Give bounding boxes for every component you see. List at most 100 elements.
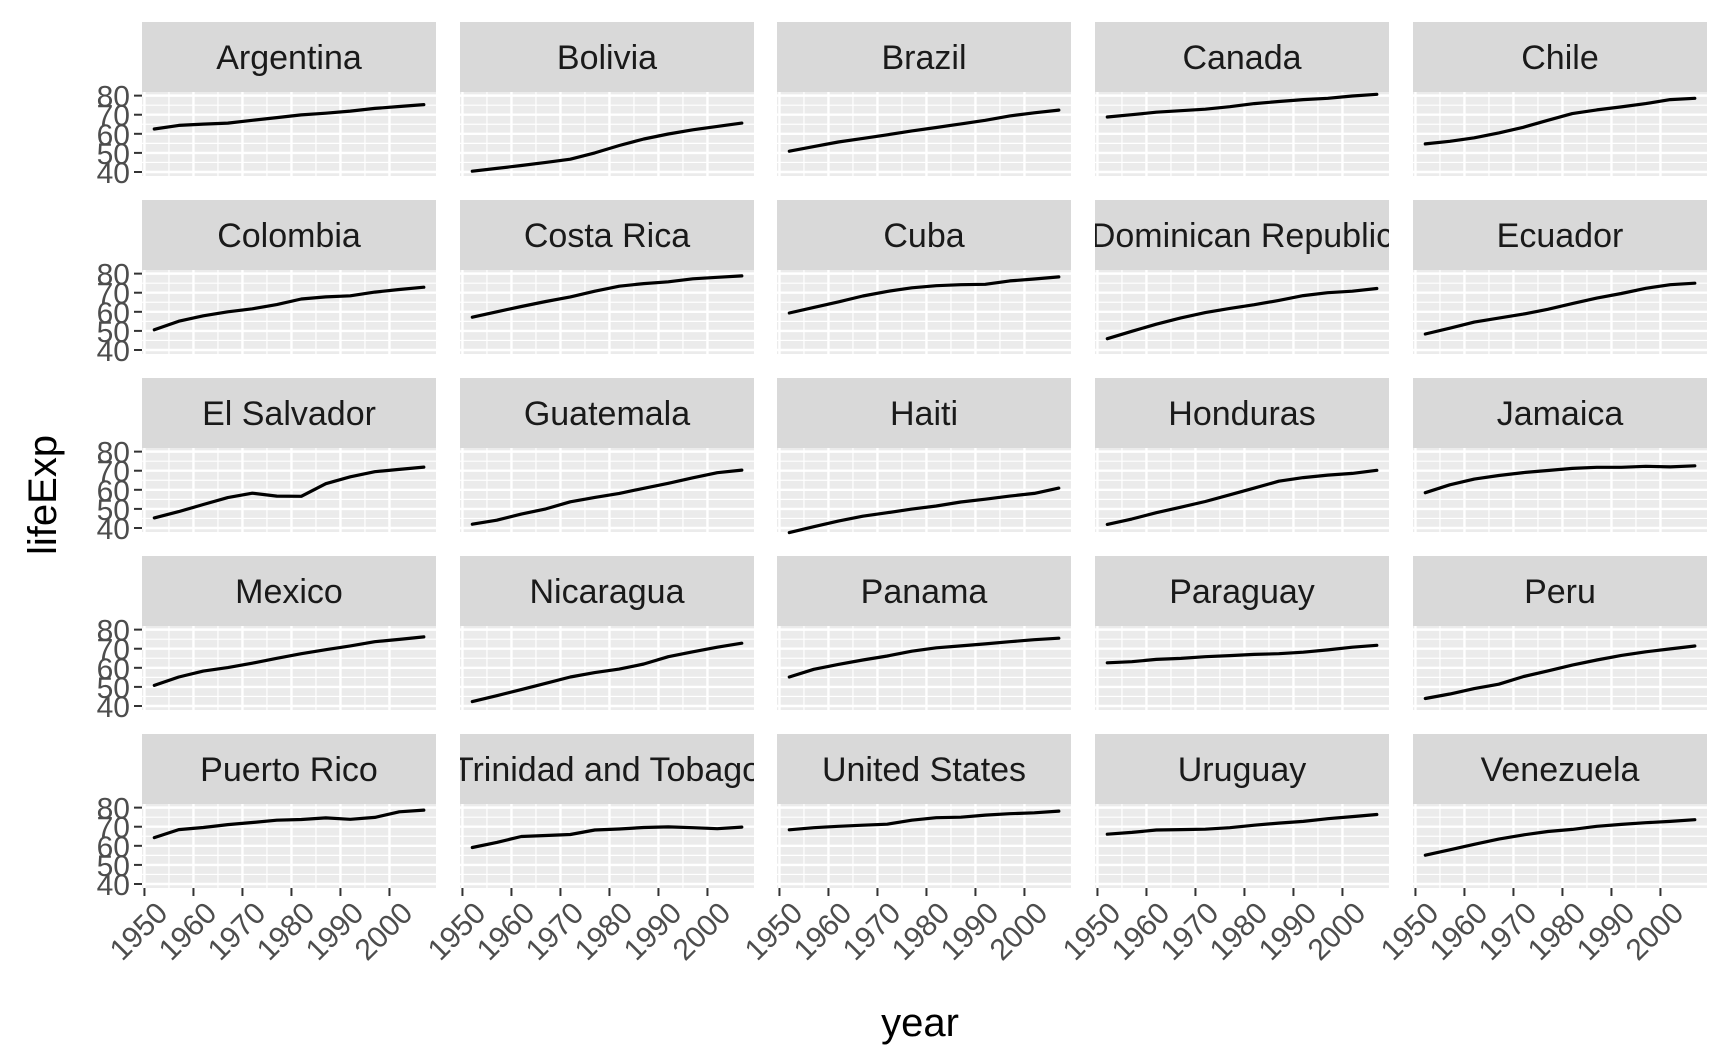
x-tick-label: 2000	[984, 896, 1055, 967]
series-line-paraguay	[1105, 643, 1379, 665]
y-tick-label: 50	[97, 672, 130, 705]
facet-strip	[777, 22, 1071, 92]
series-line-uruguay	[1105, 812, 1379, 836]
facet-strip	[142, 734, 436, 804]
panel-brazil: Brazil	[777, 22, 1071, 176]
series-line-canada	[1105, 92, 1379, 119]
facet-title-el-salvador: El Salvador	[202, 395, 376, 433]
facet-title-bolivia: Bolivia	[557, 39, 657, 77]
y-tick-label: 60	[97, 653, 130, 686]
facet-strip	[142, 22, 436, 92]
y-tick-label: 70	[97, 812, 130, 845]
panel-guatemala: Guatemala	[460, 378, 754, 532]
panel-ecuador: Ecuador	[1413, 200, 1707, 354]
facet-strip	[460, 200, 754, 270]
facet-strip	[777, 556, 1071, 626]
series-line-bolivia	[470, 121, 744, 173]
facet-title-paraguay: Paraguay	[1169, 573, 1315, 611]
facet-strip	[1413, 734, 1707, 804]
y-tick-label: 40	[97, 869, 130, 902]
panel-haiti: Haiti	[777, 378, 1071, 535]
y-tick-label: 40	[97, 335, 130, 368]
facet-strip	[460, 556, 754, 626]
panel-nicaragua: Nicaragua	[460, 556, 754, 710]
y-axis-title: lifeExp	[21, 435, 65, 555]
facet-title-ecuador: Ecuador	[1497, 217, 1624, 255]
series-line-ecuador	[1423, 281, 1697, 336]
facet-strip	[460, 378, 754, 448]
facet-strip	[460, 22, 754, 92]
y-tick-label: 80	[97, 615, 130, 648]
facet-strip	[777, 378, 1071, 448]
y-tick-label: 50	[97, 494, 130, 527]
facet-strip	[142, 378, 436, 448]
series-line-united-states	[787, 809, 1061, 832]
y-tick-label: 80	[97, 81, 130, 114]
y-tick-label: 40	[97, 157, 130, 190]
series-line-honduras	[1105, 468, 1379, 527]
facet-title-canada: Canada	[1182, 39, 1301, 77]
facet-strip	[142, 556, 436, 626]
panel-el-salvador: El Salvador	[142, 378, 436, 532]
facet-title-guatemala: Guatemala	[524, 395, 690, 433]
facet-strip	[1095, 378, 1389, 448]
panel-mexico: Mexico	[142, 556, 436, 710]
series-line-argentina	[152, 102, 426, 131]
y-tick-label: 60	[97, 297, 130, 330]
panel-jamaica: Jamaica	[1413, 378, 1707, 532]
y-tick-label: 50	[97, 138, 130, 171]
panel-canada: Canada	[1095, 22, 1389, 176]
series-line-jamaica	[1423, 464, 1697, 495]
x-tick-label: 2000	[667, 896, 738, 967]
series-line-dominican-republic	[1105, 286, 1379, 341]
facet-strip	[460, 734, 754, 804]
panel-colombia: Colombia	[142, 200, 436, 354]
panel-bolivia: Bolivia	[460, 22, 754, 176]
facet-strip	[1095, 734, 1389, 804]
y-tick-label: 70	[97, 634, 130, 667]
panel-venezuela: Venezuela	[1413, 734, 1707, 888]
panel-honduras: Honduras	[1095, 378, 1389, 532]
facet-title-haiti: Haiti	[890, 395, 958, 433]
facet-title-united-states: United States	[822, 751, 1026, 789]
series-line-colombia	[152, 285, 426, 332]
facet-strip	[1413, 378, 1707, 448]
facet-title-panama: Panama	[861, 573, 988, 611]
panel-chile: Chile	[1413, 22, 1707, 176]
y-tick-label: 70	[97, 456, 130, 489]
facet-title-trinidad-and-tobago: Trinidad and Tobago	[453, 751, 761, 789]
series-line-trinidad-and-tobago	[470, 825, 744, 850]
y-tick-label: 60	[97, 119, 130, 152]
y-tick-label: 80	[97, 437, 130, 470]
panel-dominican-republic: Dominican Republic	[1091, 200, 1393, 354]
panels-layer: Argentina Bolivia Brazil Canada Chile Colombi…	[142, 22, 1707, 888]
y-tick-label: 60	[97, 475, 130, 508]
panel-trinidad-and-tobago: Trinidad and Tobago	[453, 734, 761, 888]
facet-strip	[1095, 556, 1389, 626]
facet-title-dominican-republic: Dominican Republic	[1091, 217, 1393, 255]
facet-title-argentina: Argentina	[216, 39, 362, 77]
series-line-chile	[1423, 96, 1697, 146]
facet-title-nicaragua: Nicaragua	[530, 573, 685, 611]
facet-title-brazil: Brazil	[881, 39, 966, 77]
facet-title-costa-rica: Costa Rica	[524, 217, 690, 255]
series-line-brazil	[787, 108, 1061, 153]
series-line-peru	[1423, 644, 1697, 701]
facet-title-honduras: Honduras	[1168, 395, 1315, 433]
facet-title-cuba: Cuba	[883, 217, 964, 255]
panel-costa-rica: Costa Rica	[460, 200, 754, 354]
series-line-guatemala	[470, 468, 744, 526]
facet-strip	[1095, 200, 1389, 270]
y-tick-label: 40	[97, 513, 130, 546]
series-line-mexico	[152, 635, 426, 688]
panel-paraguay: Paraguay	[1095, 556, 1389, 710]
y-tick-label: 80	[97, 259, 130, 292]
facet-strip	[1413, 200, 1707, 270]
series-line-cuba	[787, 275, 1061, 315]
